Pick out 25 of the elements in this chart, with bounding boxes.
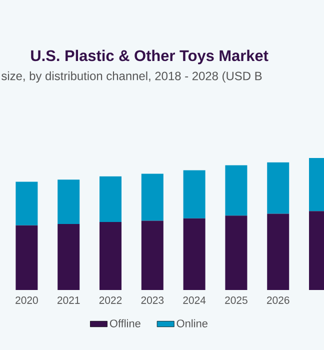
x-tick-label: 2024 <box>183 296 206 304</box>
bar <box>16 182 38 226</box>
legend-label: Offline <box>110 319 140 328</box>
bar <box>267 214 290 290</box>
bar <box>141 220 164 290</box>
chart-title: U.S. Plastic & Other Toys Market <box>31 50 268 64</box>
bar <box>225 216 248 290</box>
bar <box>58 224 80 290</box>
x-tick-label: 2022 <box>99 296 122 304</box>
x-tick-label: 2025 <box>225 296 248 304</box>
bar <box>267 162 290 214</box>
bar <box>58 180 80 224</box>
bar <box>225 165 248 216</box>
bar <box>183 170 206 218</box>
bar <box>183 218 206 290</box>
x-tick-label: 2026 <box>267 296 290 304</box>
bar <box>141 174 164 221</box>
chart-subtitle: size, by distribution channel, 2018 - 2028 (USD B <box>2 71 262 83</box>
x-tick-label: 2023 <box>141 296 164 304</box>
x-tick-label: 2020 <box>16 296 38 304</box>
bar <box>16 225 38 290</box>
bar <box>100 176 122 222</box>
legend-label: Online <box>176 319 208 328</box>
x-tick-label: 2021 <box>57 296 80 304</box>
bar <box>100 222 122 290</box>
